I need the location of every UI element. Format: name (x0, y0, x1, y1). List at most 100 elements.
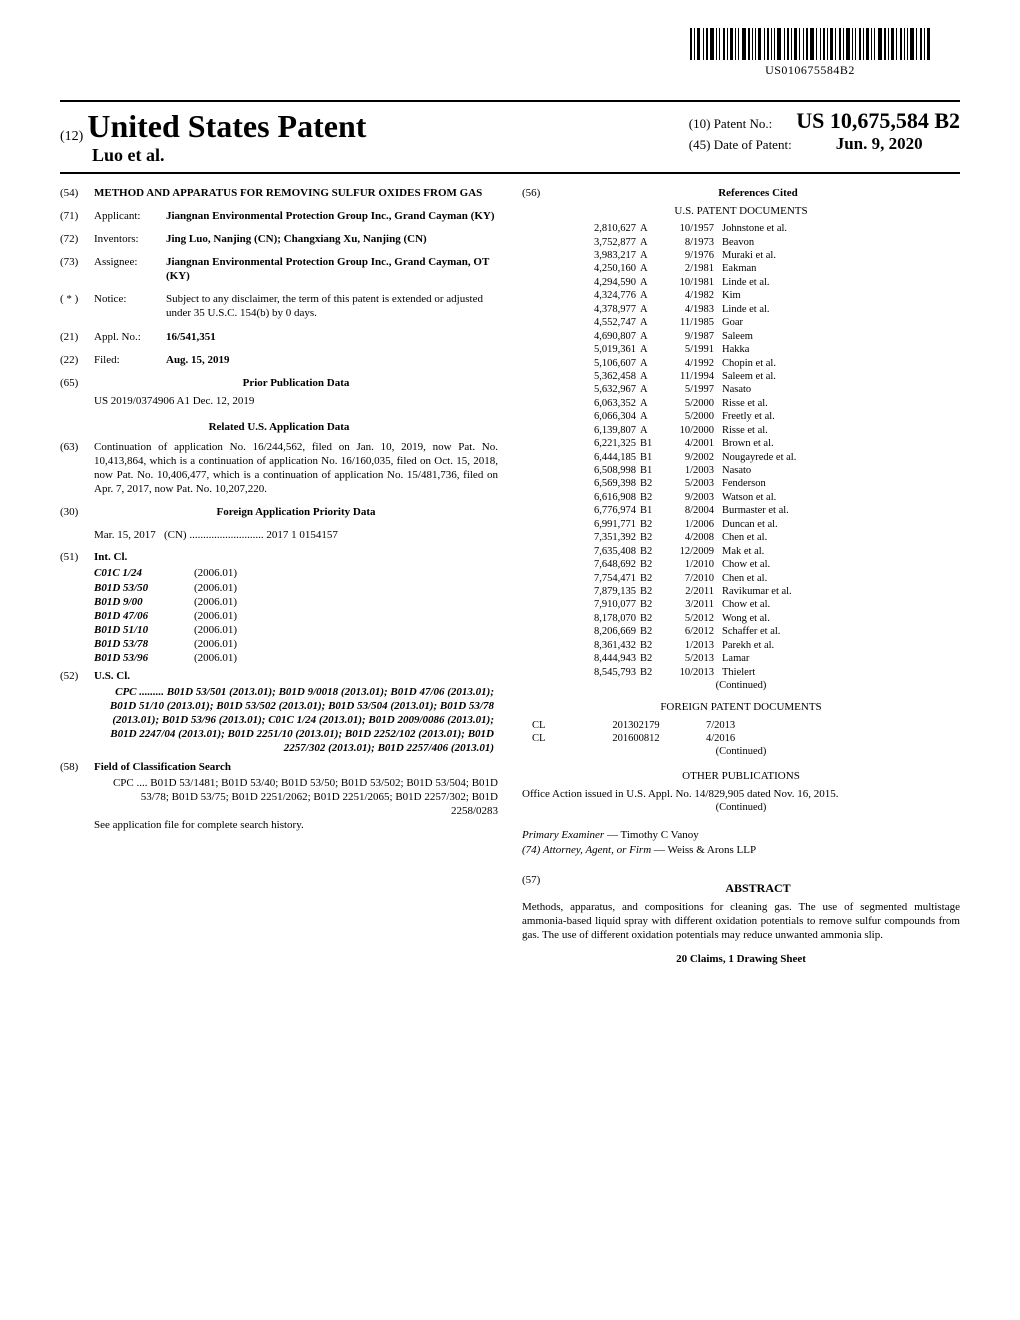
other-title: OTHER PUBLICATIONS (522, 769, 960, 783)
ref-type: A (640, 236, 664, 249)
ref-type: A (640, 249, 664, 262)
ref-row: 5,362,458A11/1994Saleem et al. (552, 370, 960, 383)
ref-type: B2 (640, 639, 664, 652)
ref-date: 4/1992 (664, 357, 722, 370)
ref-author: Linde et al. (722, 276, 960, 289)
ref-author: Saleem (722, 330, 960, 343)
ref-row: 5,632,967A5/1997Nasato (552, 383, 960, 396)
ref-row: 8,206,669B26/2012Schaffer et al. (552, 625, 960, 638)
num-22: (22) (60, 353, 94, 367)
assignee-label: Assignee: (94, 255, 166, 283)
ref-author: Thielert (722, 666, 960, 679)
ref-row: 2,810,627A10/1957Johnstone et al. (552, 222, 960, 235)
ref-row: 6,221,325B14/2001Brown et al. (552, 437, 960, 450)
right-column: (56) References Cited U.S. PATENT DOCUME… (522, 186, 960, 966)
foreign-dots: ........................... (189, 529, 263, 541)
ref-type: A (640, 316, 664, 329)
ref-number: 5,019,361 (552, 343, 640, 356)
ref-number: 3,983,217 (552, 249, 640, 262)
ref-row: 4,378,977A4/1983Linde et al. (552, 303, 960, 316)
ref-author: Chopin et al. (722, 357, 960, 370)
ref-number: 4,552,747 (552, 316, 640, 329)
ref-type: B2 (640, 612, 664, 625)
related-title: Related U.S. Application Data (60, 420, 498, 434)
num-52: (52) (60, 669, 94, 683)
ref-number: 6,444,185 (552, 451, 640, 464)
ref-number: 8,361,432 (552, 639, 640, 652)
applicant-value: Jiangnan Environmental Protection Group … (166, 209, 498, 223)
ref-type: B1 (640, 437, 664, 450)
ref-number: 8,178,070 (552, 612, 640, 625)
ref-type: A (640, 330, 664, 343)
ref-date: 11/1994 (664, 370, 722, 383)
ref-type: B1 (640, 504, 664, 517)
ref-author: Parekh et al. (722, 639, 960, 652)
date-of-patent-label: (45) Date of Patent: (689, 137, 792, 153)
ref-date: 1/2006 (664, 518, 722, 531)
barcode-text: US010675584B2 (690, 63, 930, 78)
ref-type: B1 (640, 464, 664, 477)
refs-list: 2,810,627A10/1957Johnstone et al.3,752,8… (522, 222, 960, 679)
ref-date: 4/2008 (664, 531, 722, 544)
ref-number: 7,754,471 (552, 572, 640, 585)
ref-number: 4,250,160 (552, 262, 640, 275)
ref-type: B1 (640, 451, 664, 464)
ref-row: 7,351,392B24/2008Chen et al. (552, 531, 960, 544)
ref-row: 7,635,408B212/2009Mak et al. (552, 545, 960, 558)
ref-number: 7,351,392 (552, 531, 640, 544)
ref-date: 5/1997 (664, 383, 722, 396)
ref-row: 6,066,304A5/2000Freetly et al. (552, 410, 960, 423)
ref-date: 10/1957 (664, 222, 722, 235)
ref-row: 8,444,943B25/2013Lamar (552, 652, 960, 665)
intcl-row: B01D 47/06(2006.01) (94, 609, 498, 623)
ref-row: 4,324,776A4/1982Kim (552, 289, 960, 302)
ref-date: 1/2013 (664, 639, 722, 652)
intcl-row: B01D 53/78(2006.01) (94, 637, 498, 651)
fpd-row: CL2013021797/2013 (532, 719, 960, 732)
num-51: (51) (60, 550, 94, 564)
left-column: (54) METHOD AND APPARATUS FOR REMOVING S… (60, 186, 498, 966)
ref-date: 3/2011 (664, 598, 722, 611)
ref-type: A (640, 357, 664, 370)
rule-top (60, 100, 960, 102)
ref-row: 4,690,807A9/1987Saleem (552, 330, 960, 343)
intcl-year: (2006.01) (194, 637, 237, 651)
assignee-value: Jiangnan Environmental Protection Group … (166, 255, 498, 283)
ref-date: 5/2000 (664, 410, 722, 423)
ref-date: 8/1973 (664, 236, 722, 249)
ref-number: 4,378,977 (552, 303, 640, 316)
ref-row: 6,776,974B18/2004Burmaster et al. (552, 504, 960, 517)
ref-type: A (640, 370, 664, 383)
ref-date: 2/1981 (664, 262, 722, 275)
ref-date: 1/2003 (664, 464, 722, 477)
ref-number: 4,324,776 (552, 289, 640, 302)
ref-author: Chen et al. (722, 572, 960, 585)
other-value: Office Action issued in U.S. Appl. No. 1… (522, 787, 960, 801)
ref-row: 6,569,398B25/2003Fenderson (552, 477, 960, 490)
ref-type: B2 (640, 625, 664, 638)
num-57: (57) (522, 873, 556, 900)
date-of-patent: Jun. 9, 2020 (836, 134, 923, 154)
inventors-label: Inventors: (94, 232, 166, 246)
ref-author: Burmaster et al. (722, 504, 960, 517)
ref-number: 7,910,077 (552, 598, 640, 611)
ref-author: Ravikumar et al. (722, 585, 960, 598)
ref-type: B2 (640, 491, 664, 504)
ref-date: 10/2013 (664, 666, 722, 679)
ref-type: B2 (640, 598, 664, 611)
uspd-title: U.S. PATENT DOCUMENTS (522, 204, 960, 218)
ref-author: Chow et al. (722, 558, 960, 571)
uscl-value: CPC ......... B01D 53/501 (2013.01); B01… (60, 685, 498, 755)
inventors-value: Jing Luo, Nanjing (CN); Changxiang Xu, N… (166, 232, 498, 246)
fpd-date: 7/2013 (706, 719, 960, 732)
ref-number: 7,635,408 (552, 545, 640, 558)
ref-row: 6,508,998B11/2003Nasato (552, 464, 960, 477)
ref-type: A (640, 343, 664, 356)
intcl-code: B01D 53/96 (94, 651, 194, 665)
ref-type: B2 (640, 572, 664, 585)
ref-author: Kim (722, 289, 960, 302)
fpd-row: CL2016008124/2016 (532, 732, 960, 745)
ref-author: Nasato (722, 383, 960, 396)
num-56: (56) (522, 186, 556, 200)
barcode-block: US010675584B2 (690, 28, 930, 78)
